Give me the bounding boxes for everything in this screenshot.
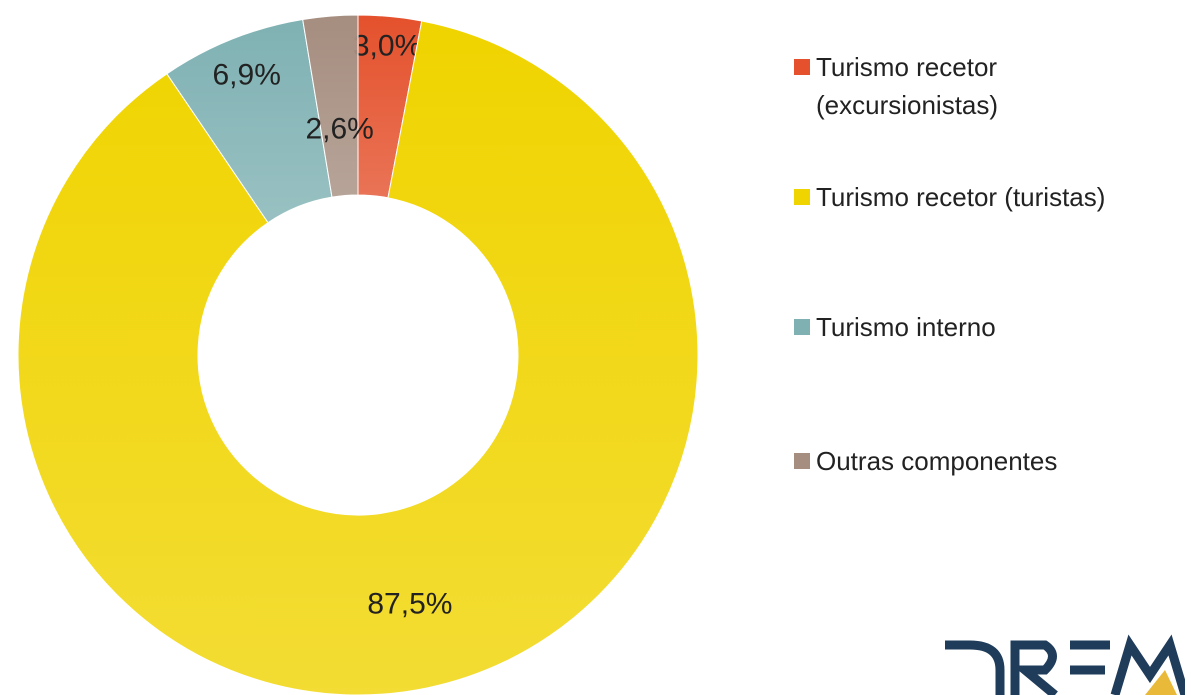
legend-label: Turismo interno	[816, 312, 996, 342]
legend-item: Outras componentes	[790, 442, 1180, 480]
legend-label: Outras componentes	[816, 446, 1058, 476]
legend-swatch	[794, 59, 810, 75]
data-label: 87,5%	[367, 588, 452, 621]
data-label: 6,9%	[212, 58, 280, 91]
legend-label: Turismo recetor (turistas)	[816, 182, 1106, 212]
legend-swatch	[794, 453, 810, 469]
logo	[945, 634, 1185, 695]
legend-item: Turismo recetor (turistas)	[790, 178, 1180, 216]
donut-slice	[17, 20, 699, 695]
legend-swatch	[794, 189, 810, 205]
donut-slice	[302, 14, 359, 198]
legend-item: Turismo recetor (excursionistas)	[790, 48, 1180, 124]
data-label: 3,0%	[353, 29, 421, 62]
chart: 3,0% 87,5% 6,9% 2,6%	[17, 14, 699, 695]
legend-swatch	[794, 319, 810, 335]
legend-item: Turismo interno	[790, 308, 1180, 346]
legend-label: Turismo recetor (excursionistas)	[816, 52, 999, 120]
data-label: 2,6%	[305, 113, 373, 146]
